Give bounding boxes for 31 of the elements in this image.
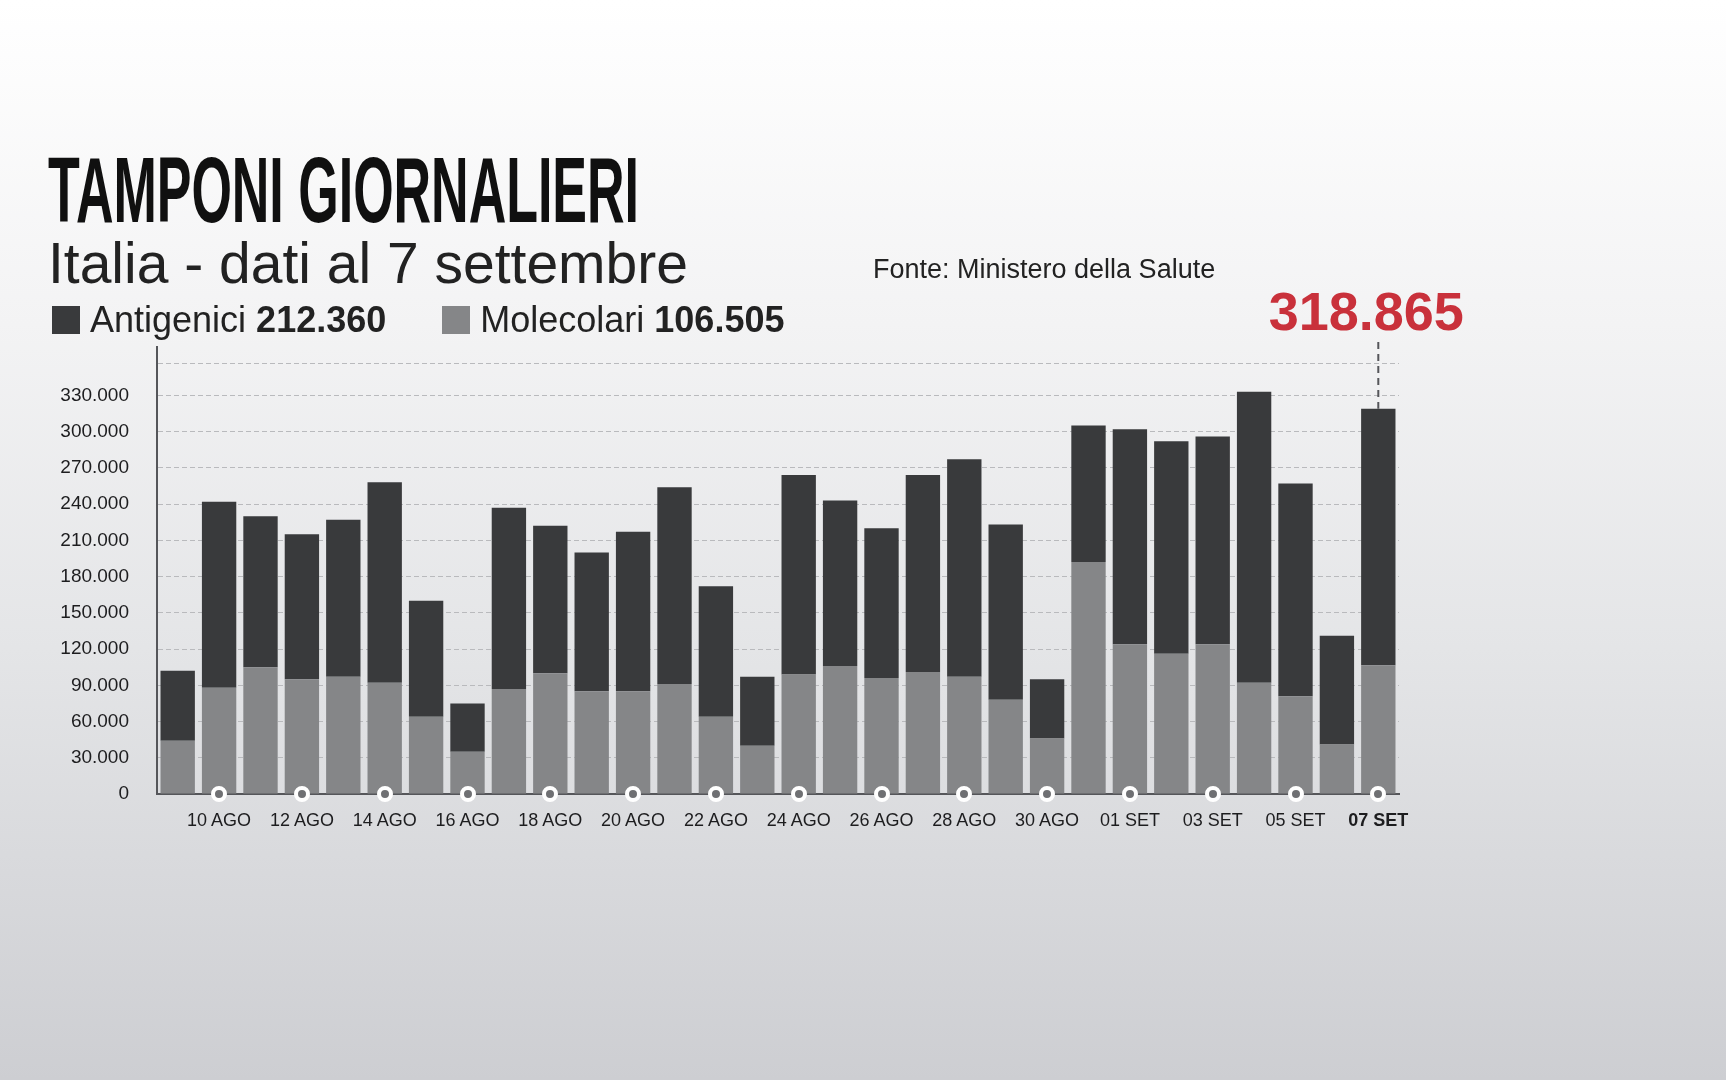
- y-tick-label: 330.000: [60, 383, 129, 405]
- x-tick-label: 12 AGO: [269, 809, 334, 830]
- source-note: Fonte: Ministero della Salute: [873, 254, 1216, 284]
- y-tick-label: 150.000: [60, 601, 129, 623]
- y-tick-label: 210.000: [60, 528, 129, 550]
- x-tick-label: 03 SET: [1182, 809, 1243, 830]
- y-tick-label: 0: [118, 782, 129, 804]
- y-tick-label: 270.000: [60, 456, 129, 478]
- y-tick-label: 60.000: [70, 709, 129, 731]
- x-tick-label: 07 SET: [1348, 809, 1409, 830]
- x-tick-label: 30 AGO: [1015, 809, 1080, 830]
- x-tick-label: 28 AGO: [932, 809, 997, 830]
- x-tick-label: 05 SET: [1265, 809, 1326, 830]
- x-tick-label: 16 AGO: [435, 809, 500, 830]
- y-tick-label: 90.000: [70, 673, 129, 695]
- x-tick-label: 20 AGO: [601, 809, 666, 830]
- x-tick-label: 10 AGO: [187, 809, 252, 830]
- y-tick-label: 30.000: [70, 745, 129, 767]
- y-tick-label: 120.000: [60, 637, 129, 659]
- x-tick-label: 01 SET: [1099, 809, 1160, 830]
- y-tick-label: 300.000: [60, 419, 129, 441]
- x-tick-label: 18 AGO: [518, 809, 583, 830]
- y-tick-label: 180.000: [60, 564, 129, 586]
- x-tick-label: 26 AGO: [849, 809, 914, 830]
- legend-label: Molecolari 106.505: [480, 299, 785, 340]
- y-tick-label: 240.000: [60, 492, 129, 514]
- x-tick-label: 24 AGO: [766, 809, 831, 830]
- x-tick-label: 14 AGO: [352, 809, 417, 830]
- annotation: 318.865: [1268, 281, 1464, 341]
- x-tick-label: 22 AGO: [683, 809, 748, 830]
- legend-label: Antigenici 212.360: [90, 299, 387, 340]
